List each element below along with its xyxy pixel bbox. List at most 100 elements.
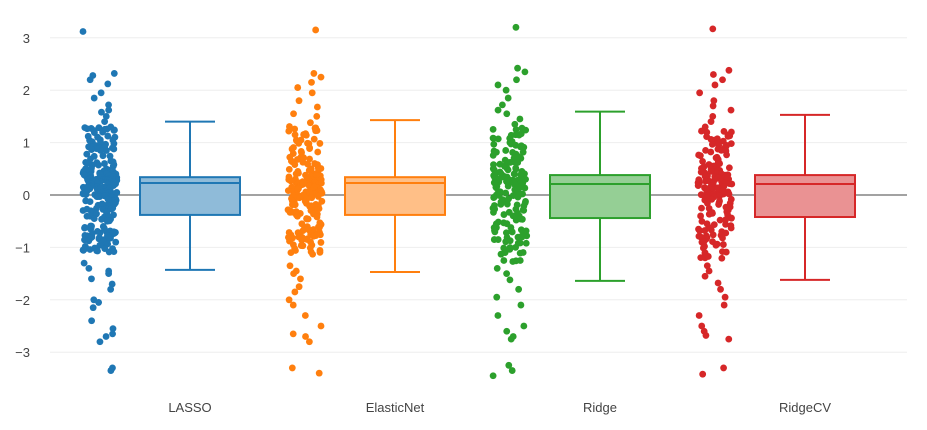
data-point[interactable] [83, 125, 91, 133]
data-point[interactable] [519, 148, 527, 156]
data-point[interactable] [710, 71, 717, 78]
data-point[interactable] [514, 159, 522, 166]
data-point[interactable] [105, 101, 112, 109]
data-point[interactable] [79, 246, 87, 254]
data-point[interactable] [710, 221, 718, 228]
data-point[interactable] [302, 130, 309, 138]
data-point[interactable] [317, 73, 325, 81]
data-point[interactable] [316, 248, 324, 256]
data-point[interactable] [302, 333, 309, 340]
data-point[interactable] [727, 106, 735, 114]
data-point[interactable] [522, 239, 530, 247]
data-point[interactable] [697, 212, 705, 220]
data-point[interactable] [494, 81, 502, 89]
data-point[interactable] [301, 312, 309, 319]
data-point[interactable] [314, 193, 322, 200]
data-point[interactable] [288, 364, 296, 372]
data-point[interactable] [289, 301, 297, 309]
data-point[interactable] [105, 234, 113, 241]
data-point[interactable] [99, 152, 107, 160]
data-point[interactable] [710, 97, 718, 105]
data-point[interactable] [719, 76, 726, 84]
data-point[interactable] [98, 215, 106, 223]
data-point[interactable] [694, 182, 702, 190]
data-point[interactable] [294, 212, 301, 220]
data-point[interactable] [98, 200, 106, 208]
data-point[interactable] [85, 264, 93, 272]
data-point[interactable] [515, 131, 523, 139]
data-point[interactable] [718, 254, 726, 262]
data-point[interactable] [717, 285, 724, 293]
data-point[interactable] [513, 76, 520, 84]
data-point[interactable] [79, 28, 87, 35]
data-point[interactable] [83, 150, 91, 158]
data-point[interactable] [504, 94, 512, 102]
data-point[interactable] [728, 214, 735, 222]
data-point[interactable] [503, 110, 511, 118]
data-point[interactable] [94, 247, 101, 255]
data-point[interactable] [87, 224, 95, 232]
data-point[interactable] [727, 224, 735, 232]
data-point[interactable] [295, 283, 303, 291]
data-point[interactable] [697, 254, 705, 262]
data-point[interactable] [105, 106, 113, 114]
data-point[interactable] [90, 94, 98, 102]
data-point[interactable] [79, 207, 87, 214]
data-point[interactable] [500, 219, 508, 227]
data-point[interactable] [285, 127, 293, 135]
data-point[interactable] [103, 147, 110, 154]
data-point[interactable] [699, 370, 707, 378]
data-point[interactable] [94, 193, 102, 201]
data-point[interactable] [494, 106, 502, 114]
data-point[interactable] [291, 161, 299, 169]
data-point[interactable] [88, 146, 95, 153]
data-point[interactable] [723, 151, 730, 159]
data-point[interactable] [497, 250, 505, 258]
data-point[interactable] [493, 293, 501, 301]
data-point[interactable] [725, 66, 733, 74]
data-point[interactable] [287, 177, 295, 185]
data-point[interactable] [86, 198, 94, 206]
data-point[interactable] [96, 338, 104, 346]
data-point[interactable] [104, 216, 112, 224]
data-point[interactable] [698, 322, 706, 330]
data-point[interactable] [500, 257, 508, 264]
data-point[interactable] [108, 280, 116, 288]
data-point[interactable] [284, 187, 292, 195]
data-point[interactable] [515, 285, 523, 293]
data-point[interactable] [307, 202, 315, 210]
data-point[interactable] [108, 144, 116, 152]
data-point[interactable] [711, 81, 719, 89]
data-point[interactable] [90, 127, 98, 135]
data-point[interactable] [310, 135, 318, 143]
data-point[interactable] [725, 190, 733, 198]
data-point[interactable] [502, 238, 510, 246]
data-point[interactable] [698, 127, 705, 135]
data-point[interactable] [313, 103, 321, 111]
data-point[interactable] [510, 170, 518, 178]
data-point[interactable] [110, 126, 118, 134]
data-point[interactable] [285, 165, 293, 173]
data-point[interactable] [307, 248, 315, 256]
data-point[interactable] [314, 148, 322, 156]
data-point[interactable] [490, 236, 498, 243]
data-point[interactable] [719, 241, 727, 248]
data-point[interactable] [306, 145, 313, 152]
data-point[interactable] [512, 257, 520, 265]
data-point[interactable] [489, 125, 497, 133]
data-point[interactable] [520, 206, 528, 214]
data-point[interactable] [315, 223, 322, 231]
data-point[interactable] [705, 210, 713, 218]
data-point[interactable] [701, 172, 709, 180]
data-point[interactable] [294, 186, 301, 194]
data-point[interactable] [289, 201, 296, 209]
data-point[interactable] [703, 262, 711, 270]
data-point[interactable] [716, 216, 724, 224]
data-point[interactable] [303, 215, 311, 223]
data-point[interactable] [512, 23, 520, 31]
data-point[interactable] [505, 361, 513, 369]
data-point[interactable] [489, 372, 497, 380]
data-point[interactable] [701, 227, 709, 234]
data-point[interactable] [714, 279, 722, 287]
data-point[interactable] [508, 227, 515, 235]
